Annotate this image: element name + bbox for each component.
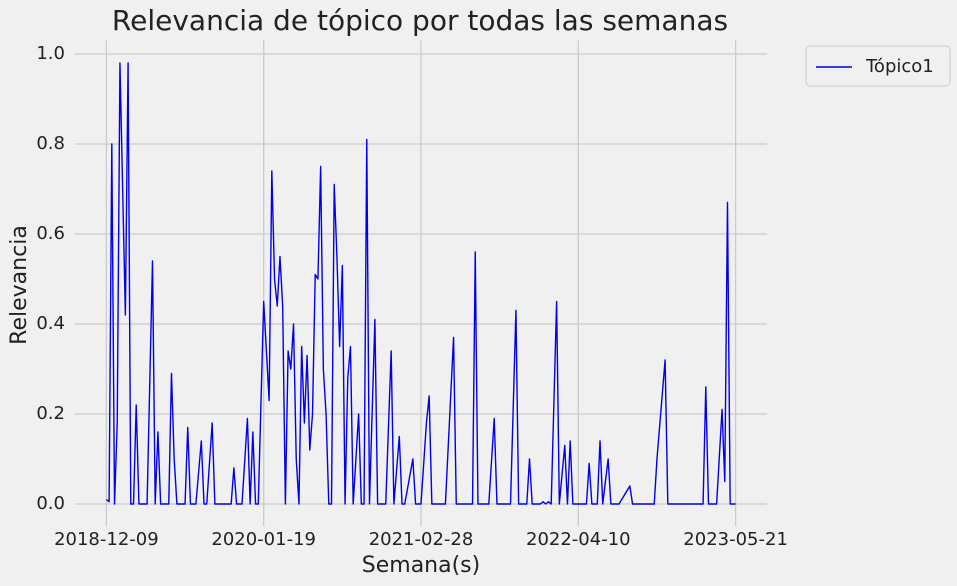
y-tick-label: 0.2 (36, 403, 65, 424)
y-tick-label: 0.8 (36, 133, 65, 154)
y-axis-label: Relevancia (7, 225, 32, 345)
y-tick-label: 1.0 (36, 43, 65, 64)
y-tick-label: 0.0 (36, 493, 65, 514)
chart-title: Relevancia de tópico por todas las seman… (112, 4, 728, 37)
legend-box (805, 45, 951, 87)
y-tick-label: 0.4 (36, 313, 65, 334)
data-line (105, 62, 736, 505)
x-tick-label: 2022-04-10 (526, 529, 631, 550)
y-tick-label: 0.6 (36, 223, 65, 244)
x-tick-label: 2018-12-09 (54, 529, 159, 550)
x-axis-label: Semana(s) (362, 553, 480, 578)
x-tick-label: 2023-05-21 (683, 529, 788, 550)
x-tick-label: 2021-02-28 (369, 529, 474, 550)
legend-label: Tópico1 (865, 56, 934, 77)
x-tick-label: 2020-01-19 (211, 529, 316, 550)
